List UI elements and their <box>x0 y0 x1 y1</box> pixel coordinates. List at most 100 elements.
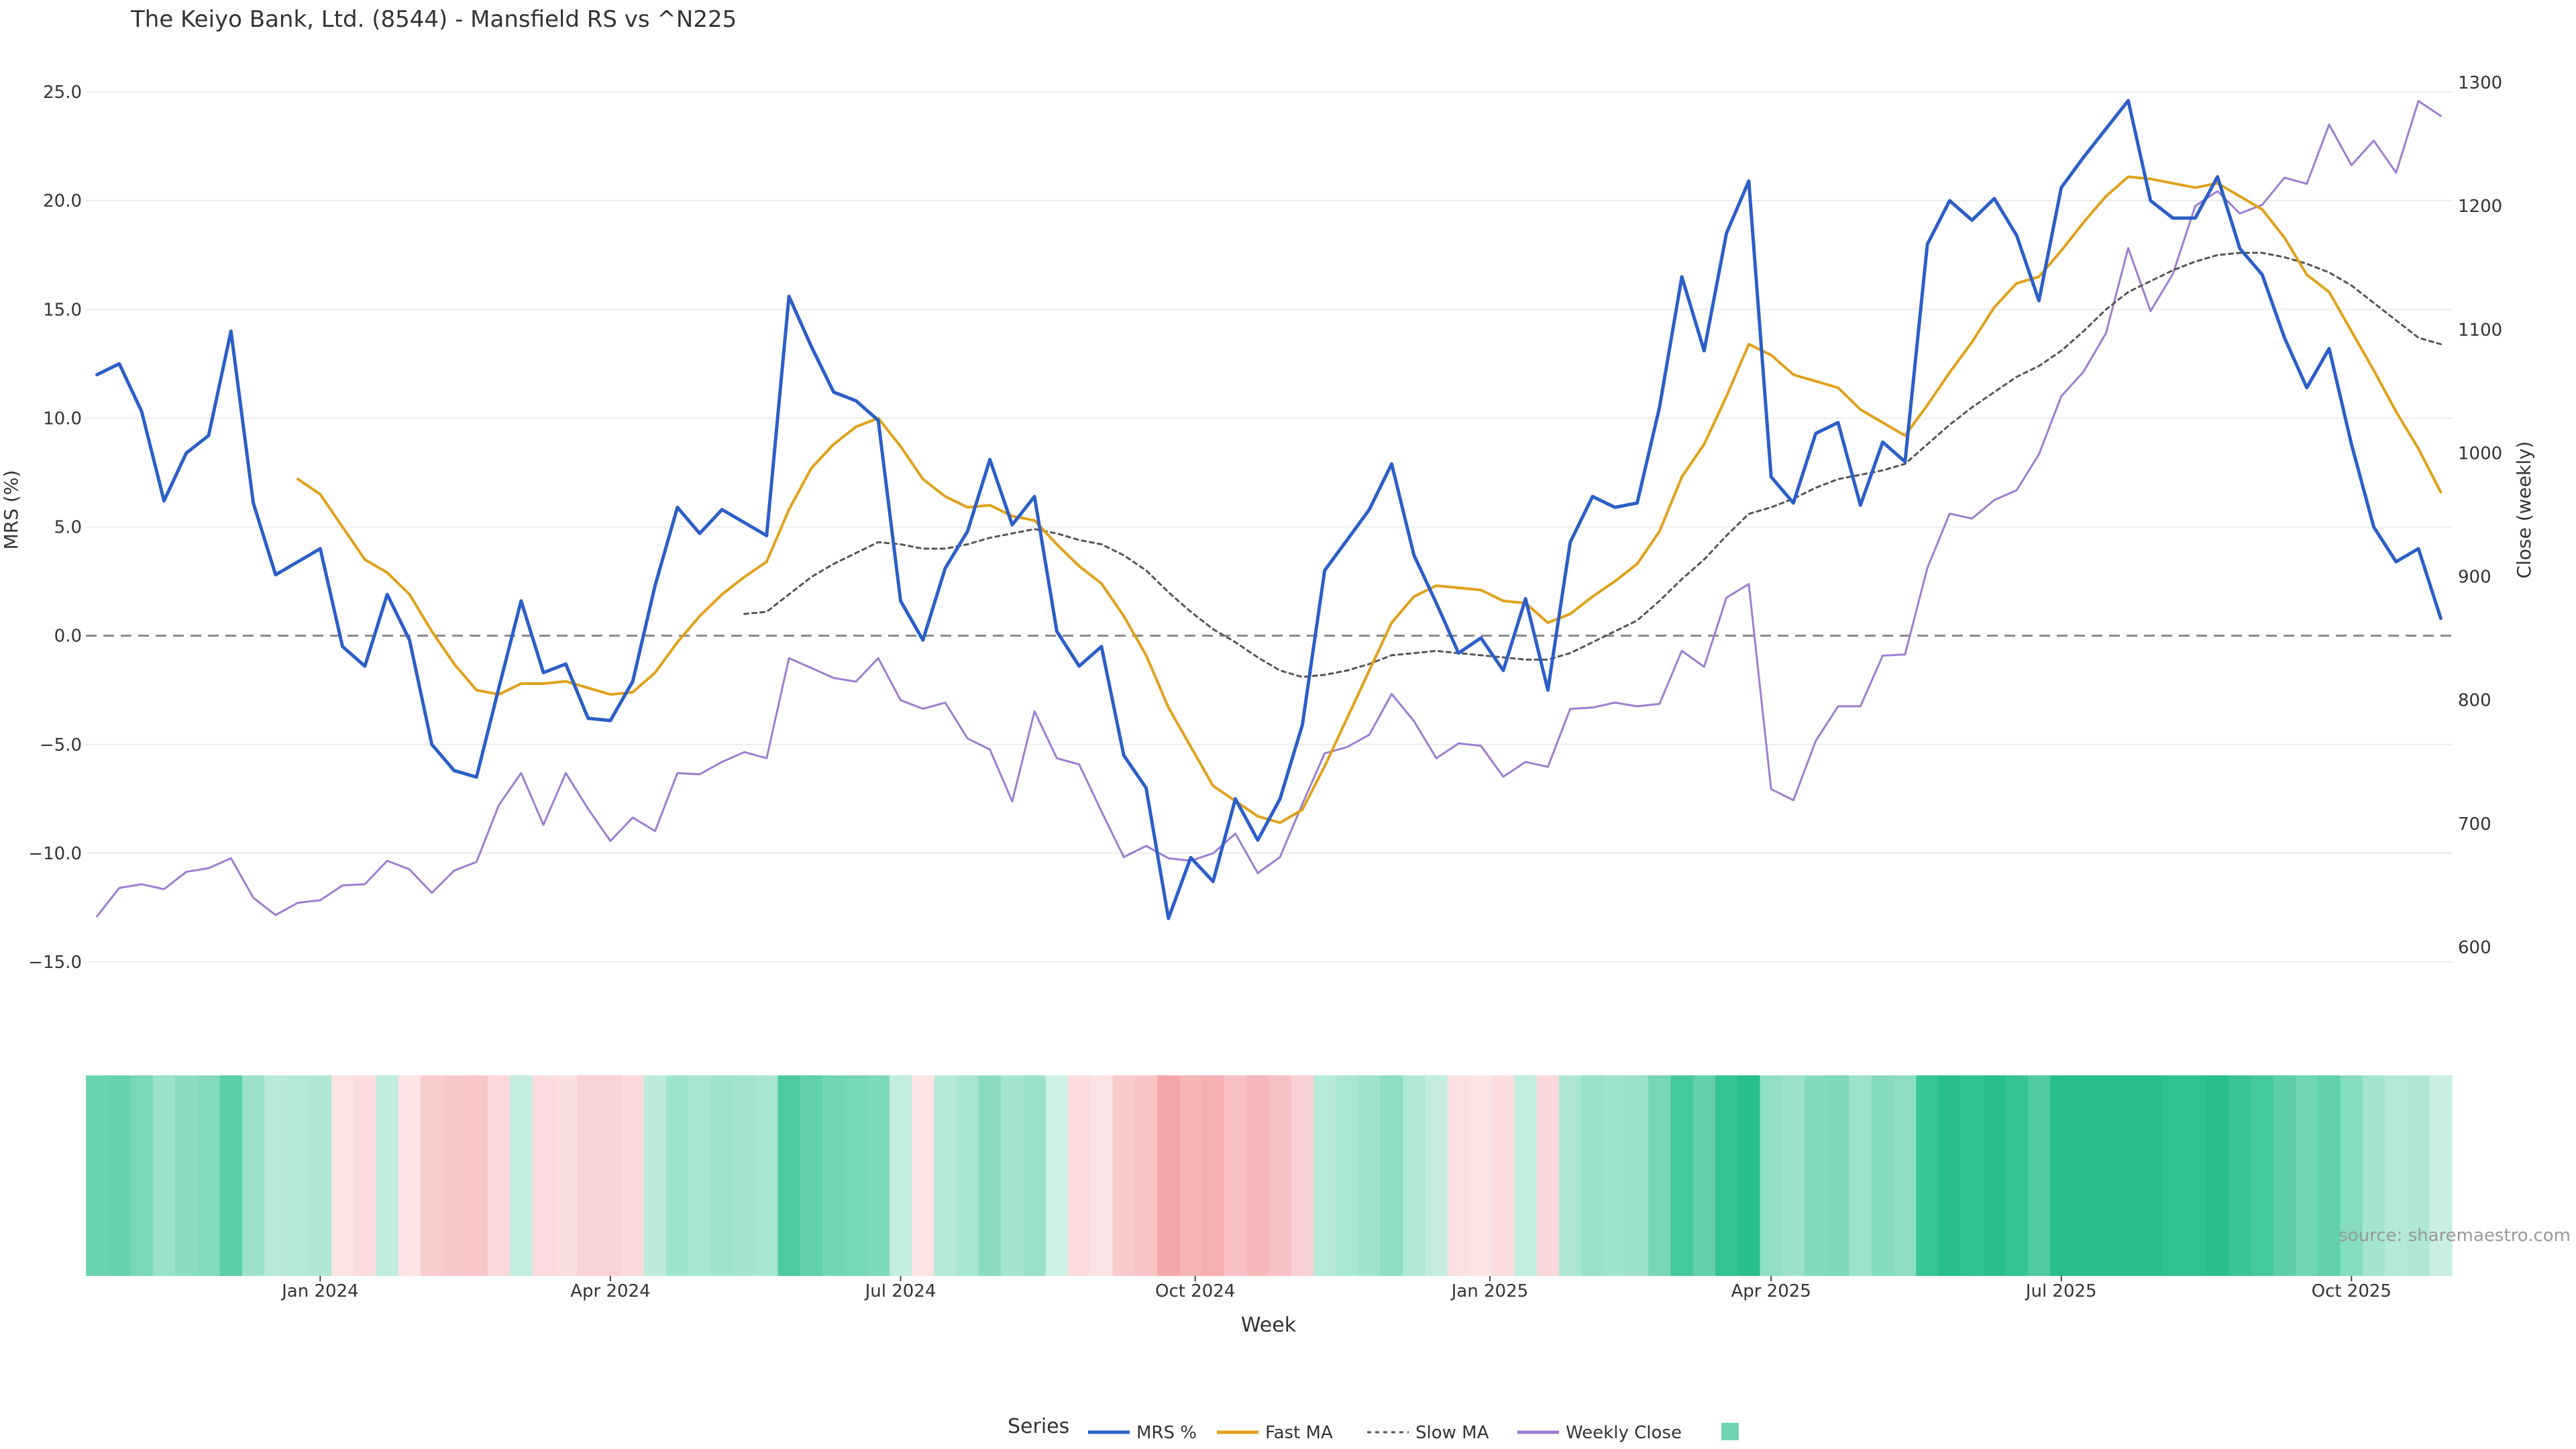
legend-title: Series <box>1008 1415 1069 1438</box>
heatmap-cell <box>2229 1075 2252 1276</box>
heatmap-cell <box>978 1075 1002 1276</box>
heatmap-cell <box>175 1075 199 1276</box>
right-tick-label: 700 <box>2458 814 2491 835</box>
heatmap-cell <box>1023 1075 1046 1276</box>
heatmap-cell <box>1134 1075 1158 1276</box>
heatmap-cell <box>934 1075 957 1276</box>
heatmap-cell <box>1112 1075 1136 1276</box>
heatmap-cell <box>1224 1075 1248 1276</box>
heatmap-cell <box>2251 1075 2274 1276</box>
heatmap-cell <box>2161 1075 2185 1276</box>
x-tick-label: Jul 2025 <box>2025 1281 2097 1301</box>
x-axis-ticks: Jan 2024 Apr 2024 Jul 2024 Oct 2024 Jan 2025… <box>280 1276 2392 1301</box>
right-tick-label: 1200 <box>2458 197 2502 217</box>
heatmap-cell <box>912 1075 935 1276</box>
series-fast-ma-line <box>297 175 2443 824</box>
heatmap-cell <box>1269 1075 1292 1276</box>
heatmap-cell <box>1403 1075 1426 1276</box>
series-layer <box>95 99 2443 920</box>
heatmap-cell <box>845 1075 868 1276</box>
heatmap-cell <box>1157 1075 1181 1276</box>
heatmap-cell <box>2206 1075 2230 1276</box>
right-tick-label: 1100 <box>2458 320 2502 340</box>
legend-item-weekly-close-label: Weekly Close <box>1566 1423 1682 1443</box>
right-axis-ticks: 600 700 800 900 1000 1100 1200 1300 <box>2458 73 2502 958</box>
heatmap-cell <box>264 1075 288 1276</box>
right-tick-label: 1300 <box>2458 73 2502 93</box>
heatmap-cell <box>1827 1075 1850 1276</box>
legend-item-mrs-label: MRS % <box>1136 1423 1197 1443</box>
x-tick-label: Apr 2024 <box>570 1281 650 1301</box>
legend: Series MRS % Fast MA Slow MA Weekly Close <box>1008 1415 1739 1443</box>
heatmap-cell <box>1670 1075 1694 1276</box>
left-axis-label: MRS (%) <box>0 470 22 550</box>
heatmap-cell <box>1782 1075 1805 1276</box>
x-tick-label: Jul 2024 <box>864 1281 936 1301</box>
left-tick-label: 5.0 <box>54 518 82 538</box>
x-tick-label: Jan 2025 <box>1450 1281 1529 1301</box>
heatmap-cell <box>532 1075 555 1276</box>
right-tick-label: 600 <box>2458 938 2491 958</box>
heatmap-cell <box>487 1075 511 1276</box>
heatmap-cell <box>1715 1075 1739 1276</box>
heatmap-cell <box>1179 1075 1203 1276</box>
heatmap-cell <box>443 1075 466 1276</box>
heatmap-cell <box>1001 1075 1024 1276</box>
heatmap-cell <box>1648 1075 1672 1276</box>
left-tick-label: −5.0 <box>40 735 82 755</box>
heatmap-cell <box>2184 1075 2207 1276</box>
heatmap-cell <box>1380 1075 1403 1276</box>
heatmap-cell <box>2296 1075 2319 1276</box>
heatmap-cell <box>1246 1075 1270 1276</box>
heatmap-cell <box>286 1075 310 1276</box>
heatmap-cell <box>956 1075 979 1276</box>
left-tick-label: 20.0 <box>43 191 82 211</box>
left-tick-label: −15.0 <box>28 953 82 973</box>
heatmap-cell <box>309 1075 332 1276</box>
legend-item-slow-ma-label: Slow MA <box>1415 1423 1489 1443</box>
heatmap-cell <box>822 1075 846 1276</box>
heatmap-cell <box>1693 1075 1716 1276</box>
series-slow-ma-line <box>743 252 2442 678</box>
heatmap-cell <box>2005 1075 2029 1276</box>
heatmap-cell <box>1983 1075 2006 1276</box>
heatmap-cell <box>1871 1075 1894 1276</box>
legend-swatch-heatmap <box>1721 1423 1739 1440</box>
heatmap-cell <box>688 1075 712 1276</box>
left-tick-label: 15.0 <box>43 300 82 320</box>
left-tick-label: 10.0 <box>43 409 82 429</box>
heatmap-cell <box>241 1075 265 1276</box>
heatmap-cell <box>733 1075 756 1276</box>
heatmap-cell <box>889 1075 912 1276</box>
heatmap-cell <box>1425 1075 1448 1276</box>
heatmap-cell <box>197 1075 221 1276</box>
heatmap-cell <box>2139 1075 2163 1276</box>
heatmap-cell <box>1536 1075 1560 1276</box>
heatmap-cell <box>510 1075 533 1276</box>
heatmap-cell <box>2116 1075 2140 1276</box>
heatmap-cell <box>2385 1075 2408 1276</box>
heatmap-cell <box>2072 1075 2096 1276</box>
heatmap-cell <box>643 1075 667 1276</box>
right-tick-label: 900 <box>2458 568 2491 588</box>
chart-title: The Keiyo Bank, Ltd. (8544) - Mansfield … <box>130 6 737 33</box>
heatmap-cell <box>465 1075 488 1276</box>
heatmap-cell <box>398 1075 421 1276</box>
right-tick-label: 800 <box>2458 691 2491 711</box>
heatmap-cell <box>1603 1075 1627 1276</box>
heatmap-cell <box>219 1075 243 1276</box>
heatmap-cell <box>800 1075 823 1276</box>
grid-lines <box>86 91 2452 963</box>
heatmap-cell <box>86 1075 109 1276</box>
heatmap-cell <box>421 1075 444 1276</box>
heatmap-cell <box>1760 1075 1783 1276</box>
x-tick-label: Oct 2025 <box>2312 1281 2392 1301</box>
heatmap-cell <box>2273 1075 2296 1276</box>
heatmap-cell <box>1805 1075 1828 1276</box>
heatmap-cell <box>1291 1075 1314 1276</box>
heatmap-cell <box>1336 1075 1359 1276</box>
heatmap-cell <box>1492 1075 1515 1276</box>
heatmap-cell <box>1358 1075 1381 1276</box>
right-axis-label: Close (weekly) <box>2513 441 2535 579</box>
